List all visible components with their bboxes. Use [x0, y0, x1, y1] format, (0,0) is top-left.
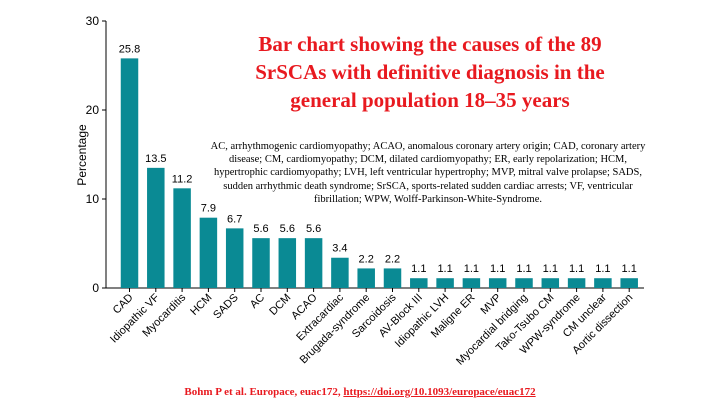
bar [252, 238, 270, 288]
title-line: Bar chart showing the causes of the 89 [258, 32, 602, 56]
bar-value-label: 5.6 [253, 223, 268, 235]
bar-value-label: 1.1 [622, 263, 637, 275]
bar [357, 268, 375, 288]
bar-value-label: 11.2 [172, 173, 193, 185]
y-tick-label: 0 [92, 281, 99, 295]
bar-value-label: 3.4 [332, 243, 347, 255]
title-line: SrSCAs with definitive diagnosis in the [255, 60, 605, 84]
bar [515, 278, 533, 288]
bar-value-label: 1.1 [516, 263, 531, 275]
bar [199, 217, 218, 288]
bar-value-label: 2.2 [385, 253, 400, 265]
bar [120, 58, 139, 288]
x-tick-label: AC [248, 292, 267, 311]
bar-value-label: 5.6 [306, 223, 321, 235]
x-tick-label: HCM [188, 292, 214, 318]
x-tick-label: SADS [211, 292, 241, 322]
title-line: general population 18–35 years [290, 88, 570, 112]
bar-value-label: 1.1 [464, 263, 479, 275]
bar [173, 188, 191, 288]
citation-text: Bohm P et al. Europace, euac172, [184, 386, 344, 398]
bar-value-label: 25.8 [119, 43, 140, 55]
bar-value-label: 6.7 [227, 213, 242, 225]
bar [541, 278, 560, 288]
bar-value-label: 1.1 [411, 263, 426, 275]
chart-axes: 0 10 20 30 [86, 14, 644, 295]
bar-value-label: 1.1 [490, 263, 505, 275]
citation-link[interactable]: https://doi.org/10.1093/europace/euac172 [343, 386, 536, 398]
bar [594, 278, 612, 288]
bar [278, 238, 297, 288]
bar-value-label: 5.6 [280, 223, 295, 235]
chart-title: Bar chart showing the causes of the 89 S… [210, 30, 650, 114]
bar [620, 278, 638, 288]
bar [331, 257, 349, 288]
y-axis-label: Percentage [75, 124, 89, 186]
bar-value-label: 1.1 [569, 263, 584, 275]
bar-value-label: 1.1 [543, 263, 558, 275]
bar [304, 238, 323, 288]
bar-value-label: 7.9 [201, 203, 216, 215]
bar-value-label: 13.5 [145, 153, 166, 165]
bar [225, 228, 244, 288]
y-tick-label: 10 [86, 192, 100, 206]
bar [383, 268, 402, 288]
bar-value-label: 1.1 [437, 263, 452, 275]
bar-value-label: 2.2 [359, 253, 374, 265]
y-tick-label: 20 [86, 103, 100, 117]
bar [567, 278, 586, 288]
chart-bars [120, 58, 638, 288]
abbreviations-note: AC, arrhythmogenic cardiomyopathy; ACAO,… [210, 141, 646, 205]
y-tick-label: 30 [86, 14, 100, 28]
bar [410, 278, 428, 288]
citation: Bohm P et al. Europace, euac172, https:/… [0, 386, 720, 398]
bar [436, 278, 454, 288]
bar [462, 278, 481, 288]
bar-value-label: 1.1 [595, 263, 610, 275]
bar [488, 278, 507, 288]
bar [147, 167, 165, 288]
